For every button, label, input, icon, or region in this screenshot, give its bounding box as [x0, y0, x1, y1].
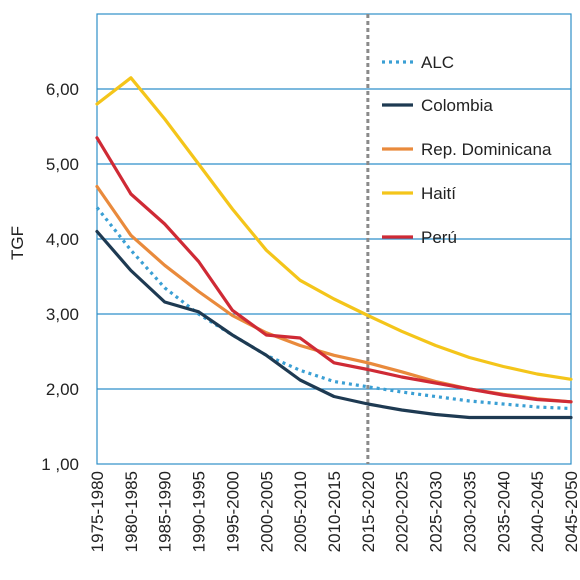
series-line-hait-	[95, 76, 573, 381]
x-tick-label: 1990-1995	[190, 471, 209, 552]
y-tick-label: 6,00	[46, 80, 79, 99]
x-tick-label: 2040-2045	[528, 471, 547, 552]
legend-label: ALC	[421, 53, 454, 72]
legend-label: Haití	[421, 184, 456, 203]
y-axis-ticks: 1 ,00 2,00 3,00 4,00 5,00 6,00	[41, 80, 79, 474]
x-tick-label: 2010-2015	[325, 471, 344, 552]
plot-area	[96, 13, 572, 465]
series-line-colombia	[95, 229, 573, 420]
x-tick-label: 2015-2020	[359, 471, 378, 552]
x-tick-label: 2045-2050	[562, 471, 580, 552]
series-line-alc	[95, 206, 572, 411]
series-line-rep-dominicana	[95, 184, 573, 404]
x-tick-label: 2000-2005	[257, 471, 276, 552]
plot-border	[96, 13, 572, 465]
y-tick-label: 1 ,00	[41, 455, 79, 474]
grid-lines	[97, 88, 571, 390]
y-tick-label: 3,00	[46, 305, 79, 324]
x-tick-label: 1995-2000	[223, 471, 242, 552]
series-line-per-	[95, 136, 573, 404]
x-tick-label: 2020-2025	[393, 471, 412, 552]
y-axis-label: TGF	[8, 226, 27, 260]
x-tick-label: 1980-1985	[122, 471, 141, 552]
legend-label: Colombia	[421, 96, 493, 115]
x-tick-label: 2005-2010	[291, 471, 310, 552]
x-tick-label: 2035-2040	[494, 471, 513, 552]
y-tick-label: 4,00	[46, 230, 79, 249]
x-tick-label: 2025-2030	[427, 471, 446, 552]
series-lines	[95, 76, 573, 420]
x-tick-label: 1975-1980	[88, 471, 107, 552]
x-tick-label: 1985-1990	[156, 471, 175, 552]
legend: ALC Colombia Rep. Dominicana Haití Perú	[382, 53, 552, 247]
x-tick-label: 2030-2035	[460, 471, 479, 552]
legend-label: Perú	[421, 228, 457, 247]
legend-label: Rep. Dominicana	[421, 140, 552, 159]
x-axis-ticks: 1975-1980 1980-1985 1985-1990 1990-1995 1995…	[88, 471, 580, 552]
y-tick-label: 2,00	[46, 380, 79, 399]
y-tick-label: 5,00	[46, 155, 79, 174]
